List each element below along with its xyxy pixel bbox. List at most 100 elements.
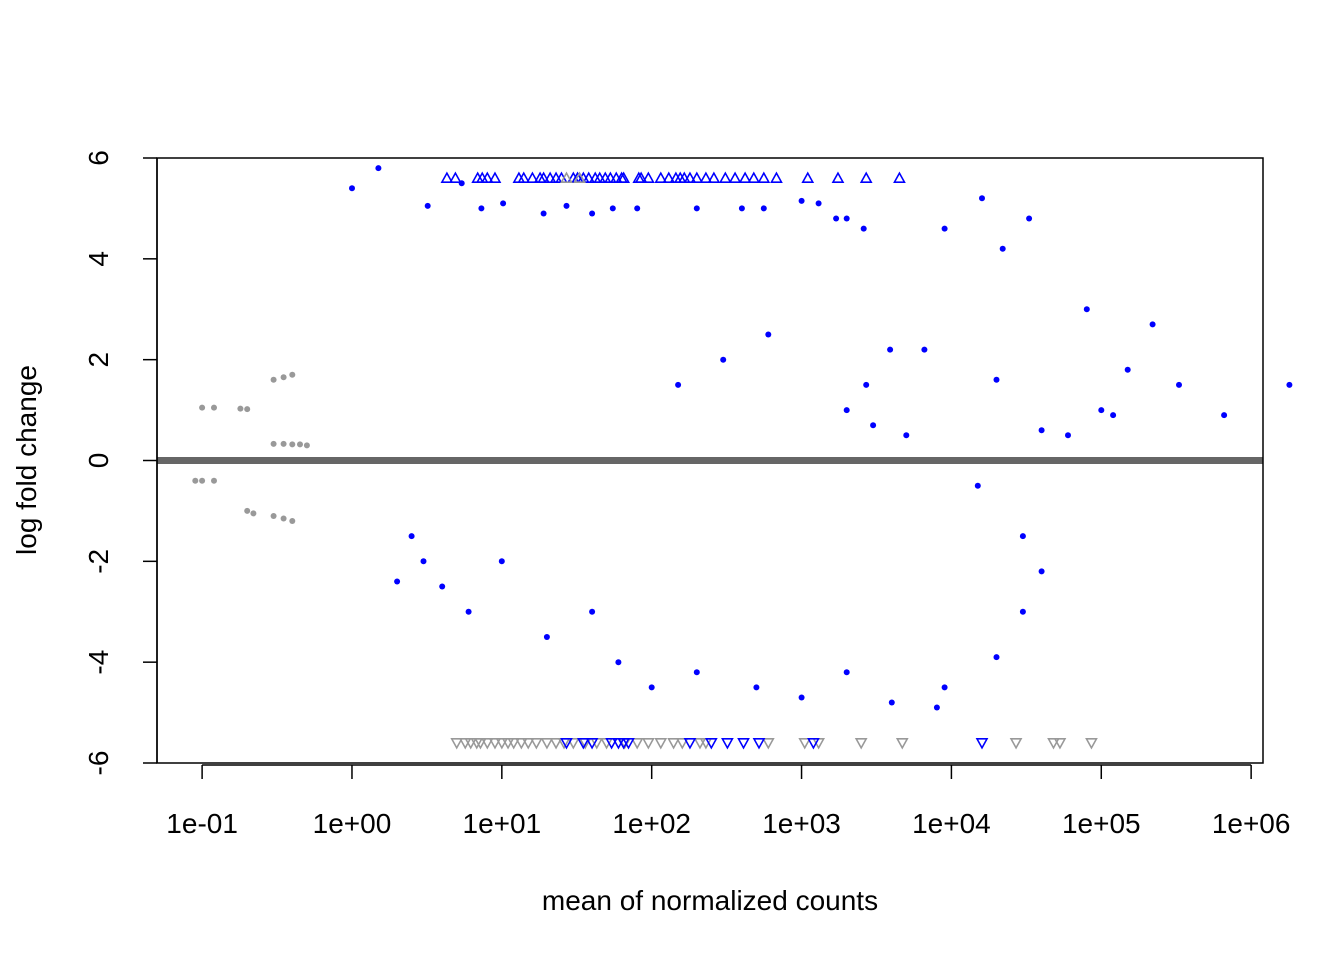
data-point — [270, 513, 277, 519]
capped-down-marker — [560, 738, 573, 750]
data-point — [244, 507, 251, 514]
data-point — [870, 422, 877, 429]
data-point — [974, 482, 981, 489]
capped-up-marker — [449, 171, 462, 183]
data-point — [833, 215, 840, 222]
capped-up-marker — [662, 171, 676, 183]
capped-up-marker — [517, 171, 531, 183]
data-point — [675, 381, 682, 388]
capped-down-marker — [495, 738, 509, 750]
y-tick-label: 4 — [83, 251, 114, 267]
capped-down-marker — [515, 738, 528, 750]
capped-down-marker — [577, 738, 590, 750]
data-point — [439, 583, 446, 590]
data-point — [192, 477, 199, 484]
capped-down-marker — [474, 738, 487, 750]
data-point — [693, 205, 700, 212]
capped-up-marker — [537, 171, 550, 183]
capped-up-marker — [634, 171, 648, 183]
data-point — [648, 684, 655, 691]
capped-down-marker — [540, 738, 554, 750]
data-point — [543, 634, 550, 640]
data-point — [270, 376, 277, 383]
capped-down-marker — [450, 738, 464, 750]
capped-up-marker — [738, 171, 752, 183]
data-point — [1286, 381, 1293, 388]
data-point — [1019, 608, 1026, 615]
capped-down-marker — [1053, 738, 1067, 750]
y-tick-label: 0 — [83, 453, 114, 469]
capped-down-marker — [721, 738, 734, 750]
capped-up-marker — [683, 171, 697, 183]
capped-down-marker — [854, 738, 868, 750]
data-point — [863, 381, 870, 388]
data-point — [1124, 366, 1131, 373]
data-point — [1065, 432, 1071, 439]
data-point — [860, 225, 867, 232]
data-point — [999, 245, 1006, 252]
data-point — [765, 331, 772, 338]
capped-up-marker — [526, 171, 539, 183]
capped-up-marker — [641, 171, 655, 183]
capped-up-marker — [573, 171, 586, 183]
x-tick-label: 1e+04 — [912, 808, 991, 839]
data-point — [921, 346, 928, 353]
data-point — [211, 404, 217, 411]
capped-up-marker — [654, 171, 668, 183]
data-point — [244, 406, 251, 413]
data-point — [394, 578, 401, 585]
capped-down-marker — [807, 738, 820, 750]
x-tick-label: 1e+05 — [1062, 808, 1141, 839]
capped-down-marker — [1009, 738, 1023, 750]
capped-down-marker — [752, 738, 766, 750]
x-axis-title: mean of normalized counts — [542, 885, 878, 916]
data-point — [250, 510, 257, 517]
y-axis: -6 -4 -2 0 2 4 6 — [83, 150, 158, 775]
data-point — [753, 684, 760, 691]
data-point — [843, 215, 850, 222]
data-point — [420, 558, 427, 565]
y-tick-label: 2 — [83, 352, 114, 368]
data-point — [760, 205, 767, 212]
data-point — [903, 432, 910, 439]
capped-up-marker — [543, 171, 557, 183]
data-point — [199, 404, 206, 411]
capped-up-marker — [757, 171, 771, 183]
data-point — [693, 669, 700, 676]
data-point — [289, 371, 296, 378]
capped-up-marker — [728, 171, 742, 183]
data-point — [1038, 568, 1045, 575]
capped-up-marker — [617, 171, 631, 183]
data-point — [843, 669, 850, 676]
data-point — [993, 654, 1000, 661]
capped-down-marker — [737, 738, 750, 750]
x-tick-label: 1e+02 — [612, 808, 691, 839]
data-point — [1110, 412, 1117, 419]
data-point — [609, 205, 616, 212]
x-tick-label: 1e+03 — [762, 808, 841, 839]
capped-up-marker — [480, 171, 494, 183]
data-point — [1098, 407, 1105, 414]
data-point — [280, 374, 287, 381]
capped-down-marker — [641, 738, 655, 750]
capped-down-marker — [654, 738, 668, 750]
capped-down-marker — [622, 738, 635, 750]
data-point — [941, 684, 948, 691]
capped-up-marker — [440, 171, 454, 183]
capped-down-marker — [507, 738, 521, 750]
data-point — [349, 185, 355, 192]
capped-up-marker — [560, 171, 573, 183]
capped-up-marker — [747, 171, 761, 183]
capped-down-marker — [480, 738, 494, 750]
data-point — [589, 608, 596, 615]
data-point — [270, 440, 277, 447]
data-point — [933, 704, 940, 711]
capped-down-marker — [549, 738, 563, 750]
data-point — [500, 200, 507, 207]
y-tick-label: 6 — [83, 150, 114, 166]
data-point — [979, 195, 985, 202]
data-point — [815, 200, 822, 207]
data-point — [798, 694, 805, 701]
data-point — [289, 441, 296, 448]
data-point — [738, 205, 745, 212]
